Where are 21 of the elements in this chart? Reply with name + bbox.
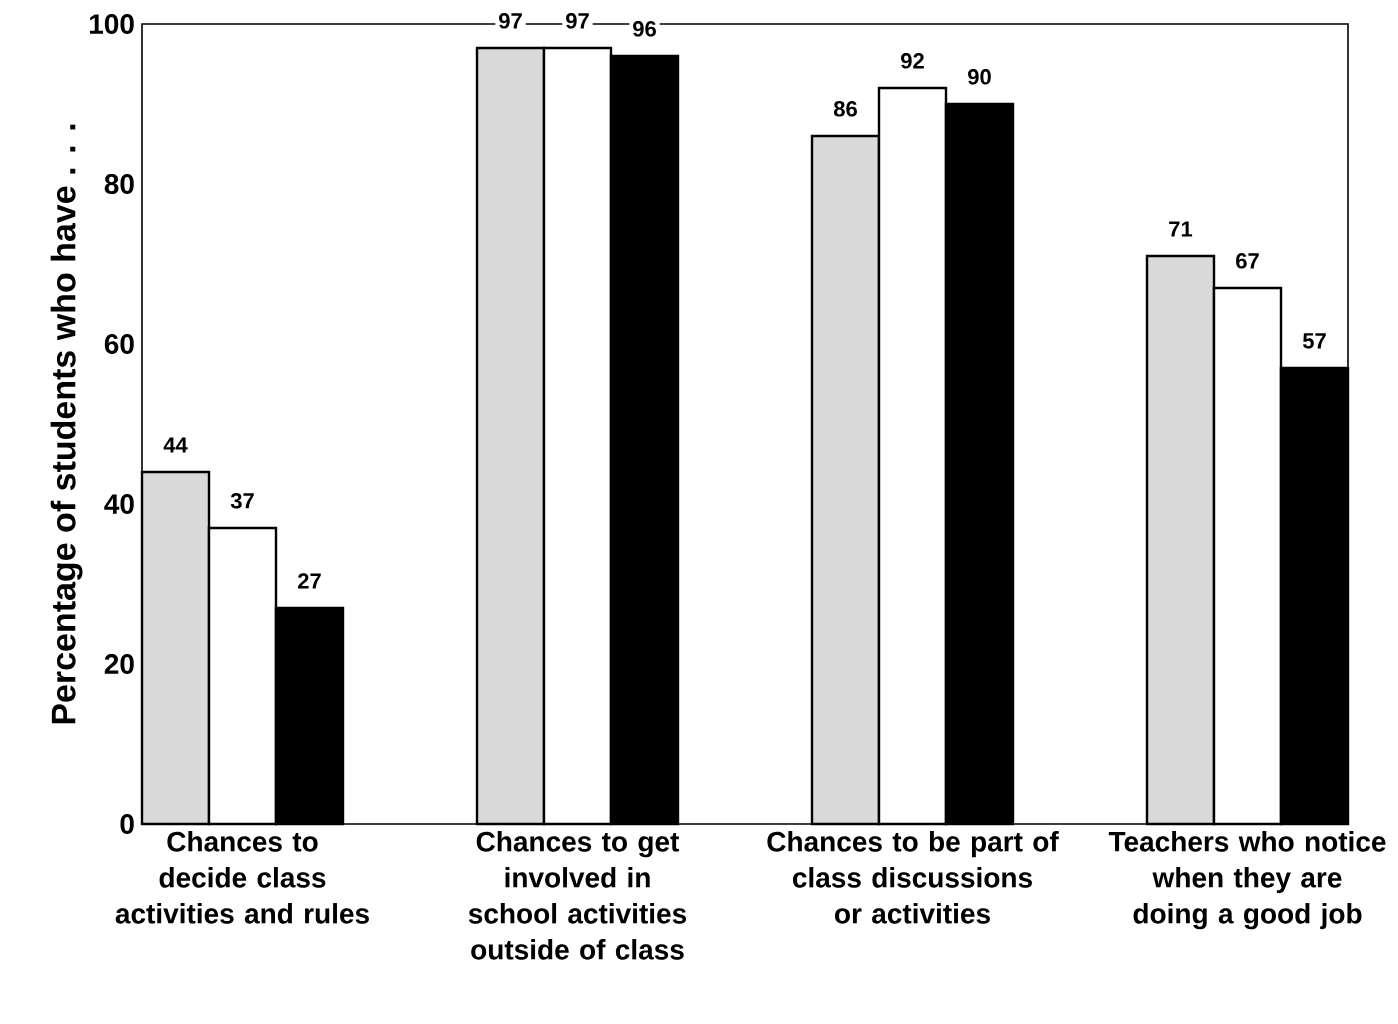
x-tick-label: Teachers who notice when they are doing a good job xyxy=(1108,831,1386,930)
data-label: 97 xyxy=(499,13,522,29)
data-label: 44 xyxy=(163,437,188,453)
y-tick-label: 20 xyxy=(104,654,134,674)
y-tick-label: 60 xyxy=(104,334,134,354)
data-label: 92 xyxy=(901,53,924,69)
data-label: 86 xyxy=(833,101,857,117)
y-tick-label: 40 xyxy=(104,494,134,514)
y-tick-label: 100 xyxy=(89,14,134,34)
y-axis-title: Percentage of students who have . . . xyxy=(50,124,83,724)
x-tick-label: Chances to be part of class discussions or activities xyxy=(767,831,1059,924)
data-label: 57 xyxy=(1302,333,1326,349)
data-label: 67 xyxy=(1236,253,1259,269)
data-label: 71 xyxy=(1169,221,1193,237)
x-tick-label: Chances to get involved in school activities outside of class xyxy=(468,831,687,960)
data-label: 37 xyxy=(230,493,254,509)
data-label: 90 xyxy=(968,69,991,85)
data-label: 96 xyxy=(633,21,656,37)
data-label: 27 xyxy=(298,573,321,589)
y-tick-label: 80 xyxy=(104,174,134,194)
data-label: 97 xyxy=(566,13,589,29)
